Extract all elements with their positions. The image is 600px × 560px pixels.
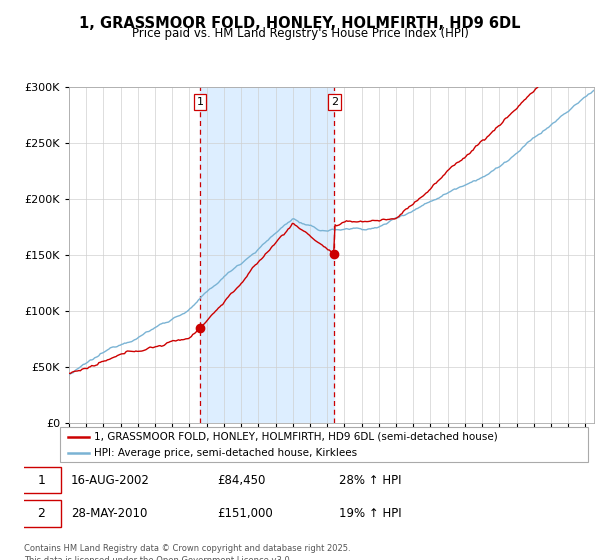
Text: 28-MAY-2010: 28-MAY-2010 [71,507,147,520]
Text: 19% ↑ HPI: 19% ↑ HPI [338,507,401,520]
Text: 2: 2 [331,97,338,107]
Text: £84,450: £84,450 [217,474,266,487]
Text: Price paid vs. HM Land Registry's House Price Index (HPI): Price paid vs. HM Land Registry's House … [131,27,469,40]
FancyBboxPatch shape [21,501,61,527]
Text: Contains HM Land Registry data © Crown copyright and database right 2025.
This d: Contains HM Land Registry data © Crown c… [24,544,350,560]
Text: HPI: Average price, semi-detached house, Kirklees: HPI: Average price, semi-detached house,… [94,448,358,458]
Text: 1: 1 [37,474,45,487]
Text: 28% ↑ HPI: 28% ↑ HPI [338,474,401,487]
Text: £151,000: £151,000 [217,507,273,520]
Text: 16-AUG-2002: 16-AUG-2002 [71,474,150,487]
Text: 1, GRASSMOOR FOLD, HONLEY, HOLMFIRTH, HD9 6DL: 1, GRASSMOOR FOLD, HONLEY, HOLMFIRTH, HD… [79,16,521,31]
Bar [200,87,334,423]
Text: 1, GRASSMOOR FOLD, HONLEY, HOLMFIRTH, HD9 6DL (semi-detached house): 1, GRASSMOOR FOLD, HONLEY, HOLMFIRTH, HD… [94,432,498,442]
Text: 2: 2 [37,507,45,520]
Text: 1: 1 [197,97,203,107]
FancyBboxPatch shape [21,467,61,493]
